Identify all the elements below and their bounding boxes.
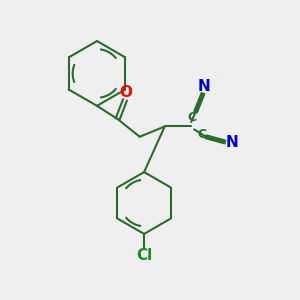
Text: O: O — [119, 85, 132, 100]
Text: C: C — [197, 128, 206, 141]
Text: Cl: Cl — [136, 248, 152, 262]
Text: C: C — [187, 110, 196, 124]
Text: N: N — [225, 134, 238, 149]
Text: N: N — [197, 79, 210, 94]
